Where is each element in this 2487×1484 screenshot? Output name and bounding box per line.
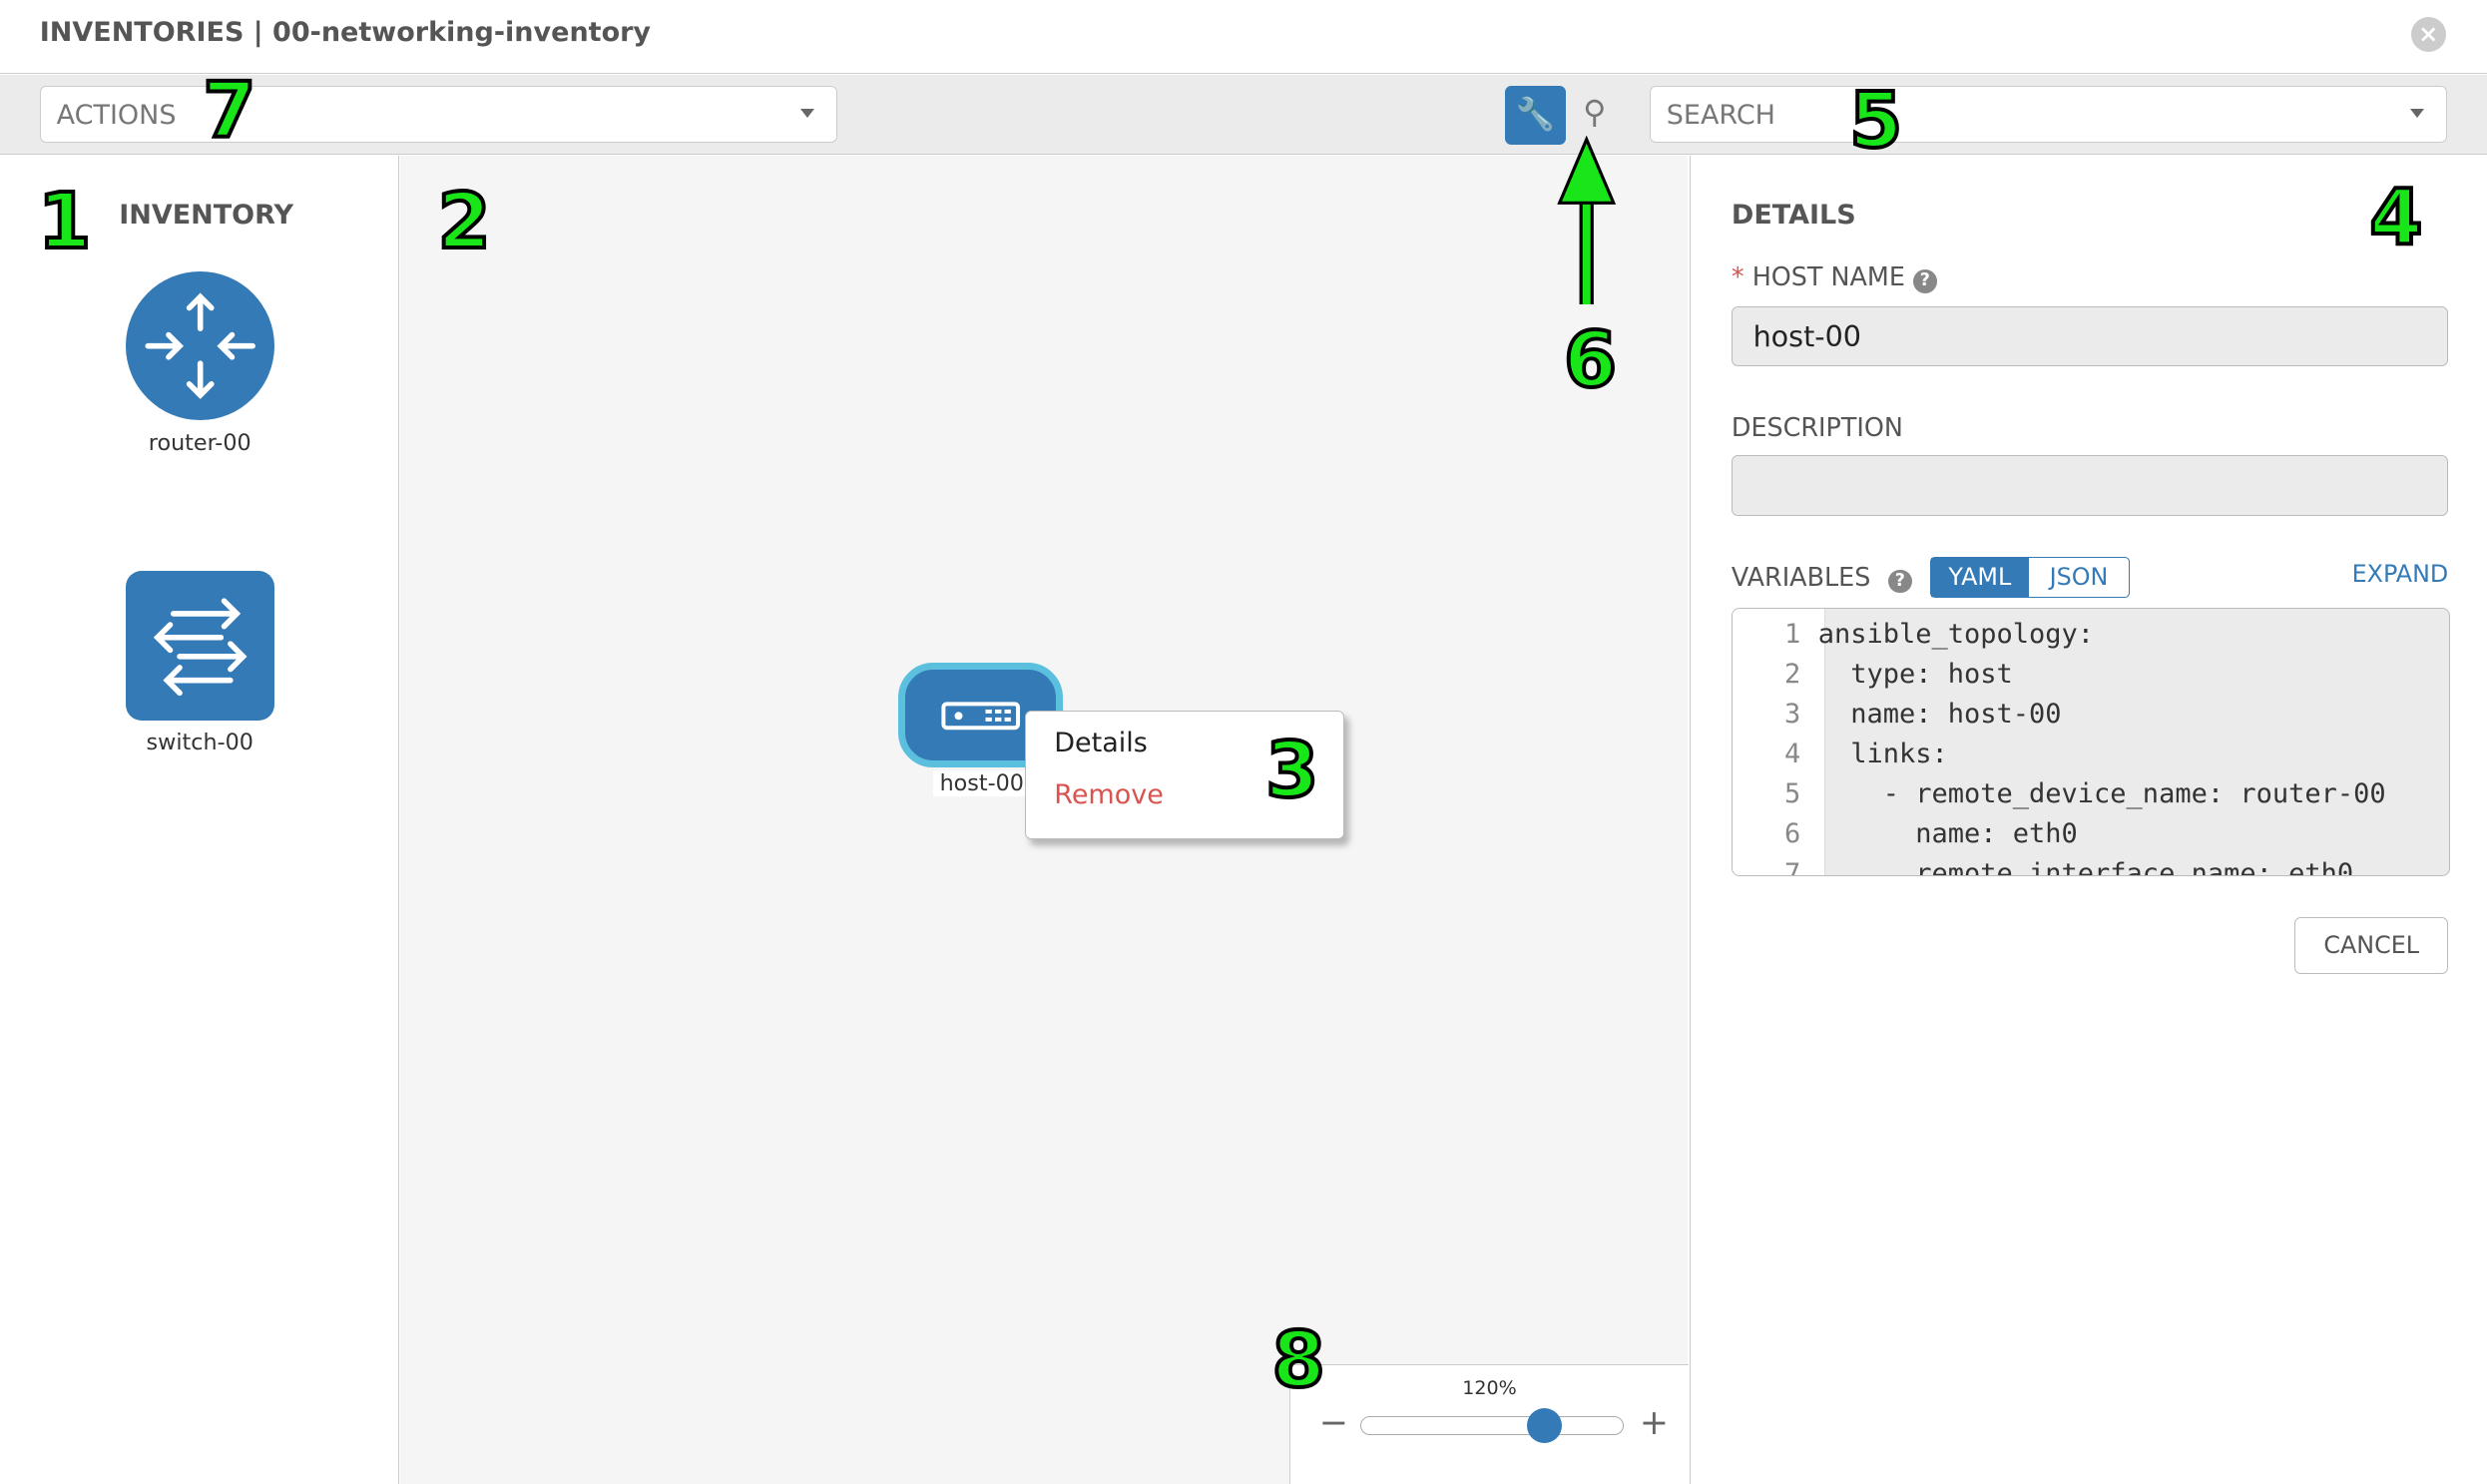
chevron-down-icon [2410, 109, 2425, 118]
switch-label: switch-00 [146, 730, 253, 756]
details-panel: DETAILS * HOST NAME ? host-00 DESCRIPTIO… [1689, 155, 2487, 1484]
annotation-2: 2 [436, 177, 493, 266]
zoom-slider-handle[interactable] [1527, 1407, 1563, 1443]
switch-icon[interactable] [125, 571, 274, 721]
search-label: SEARCH [1666, 99, 1775, 131]
line-text: - remote_device_name: router-00 [1817, 778, 2386, 810]
search-dropdown[interactable]: SEARCH [1649, 85, 2448, 144]
code-line: 5 - remote_device_name: router-00 [1733, 774, 2386, 814]
inventory-title: INVENTORY [119, 200, 294, 232]
required-mark: * [1731, 261, 1744, 292]
zoom-level: 120% [1462, 1377, 1517, 1400]
code-line: 2 type: host [1733, 655, 2386, 695]
json-toggle[interactable]: JSON [2049, 562, 2109, 591]
line-number: 1 [1783, 619, 1801, 651]
page-title: INVENTORIES | 00-networking-inventory [39, 17, 652, 49]
menu-item-details[interactable]: Details [1054, 727, 1148, 758]
code-line: 7 remote_interface_name: eth0 [1733, 854, 2386, 876]
code-line: 6 name: eth0 [1733, 814, 2386, 854]
line-text: ansible_topology: [1817, 619, 2095, 651]
host-name-text: HOST NAME [1751, 261, 1905, 292]
zoom-slider[interactable] [1360, 1415, 1624, 1435]
menu-item-remove[interactable]: Remove [1054, 779, 1164, 811]
code-line: 3 name: host-00 [1733, 695, 2386, 735]
zoom-control: 120% − + [1289, 1363, 1689, 1484]
format-toggle: YAML JSON [1929, 556, 2130, 599]
line-number: 5 [1783, 778, 1801, 810]
zoom-in-button[interactable]: + [1639, 1402, 1670, 1443]
host-label: host-00 [932, 770, 1032, 797]
line-number: 4 [1783, 739, 1801, 770]
description-input[interactable] [1731, 455, 2449, 516]
actions-dropdown[interactable]: ACTIONS [39, 85, 838, 144]
help-icon[interactable]: ? [1912, 269, 1937, 294]
line-number: 2 [1783, 659, 1801, 691]
code-line: 1 ansible_topology: [1733, 615, 2386, 655]
line-number: 7 [1783, 858, 1801, 876]
router-label: router-00 [148, 429, 251, 456]
annotation-6: 6 [1562, 314, 1619, 404]
chevron-down-icon [799, 109, 814, 118]
code-line: 4 links: [1733, 735, 2386, 774]
title-bar: INVENTORIES | 00-networking-inventory × [0, 0, 2487, 75]
annotation-4: 4 [2367, 172, 2424, 261]
annotation-1: 1 [36, 177, 93, 266]
line-gutter [1732, 608, 1826, 875]
router-icon[interactable] [125, 270, 274, 421]
annotation-arrow-icon [1556, 135, 1616, 305]
actions-label: ACTIONS [56, 99, 177, 131]
variables-label: VARIABLES ? [1732, 562, 1912, 594]
details-title: DETAILS [1731, 200, 1856, 232]
zoom-out-button[interactable]: − [1318, 1402, 1348, 1443]
line-text: name: eth0 [1817, 818, 2078, 850]
line-text: remote_interface_name: eth0 [1817, 858, 2354, 876]
yaml-toggle[interactable]: YAML [1930, 557, 2030, 598]
annotation-7: 7 [201, 66, 257, 156]
context-menu: Details Remove [1024, 711, 1344, 840]
key-icon[interactable]: ⚲ [1583, 95, 1607, 132]
line-number: 3 [1783, 699, 1801, 731]
expand-link[interactable]: EXPAND [2351, 560, 2449, 589]
variables-text: VARIABLES [1731, 561, 1871, 592]
line-number: 6 [1783, 818, 1801, 850]
line-text: links: [1817, 739, 1948, 770]
cancel-button[interactable]: CANCEL [2294, 916, 2449, 974]
line-text: name: host-00 [1817, 699, 2062, 731]
code-lines: 1 ansible_topology: 2 type: host 3 name: ho… [1733, 615, 2386, 876]
line-text: type: host [1817, 659, 2013, 691]
host-name-label: * HOST NAME ? [1731, 261, 1937, 294]
description-label: DESCRIPTION [1731, 412, 1903, 443]
help-icon[interactable]: ? [1887, 569, 1912, 594]
annotation-3: 3 [1263, 726, 1320, 815]
inventory-panel: INVENTORY router-00 switch-00 [0, 155, 399, 1484]
annotation-8: 8 [1270, 1315, 1327, 1405]
close-icon[interactable]: × [2410, 17, 2446, 53]
host-name-input[interactable]: host-00 [1731, 305, 2449, 367]
annotation-5: 5 [1847, 75, 1904, 165]
topology-canvas[interactable]: host-00 Details Remove 120% − + [399, 155, 1689, 1484]
wrench-icon[interactable]: 🔧 [1505, 85, 1566, 145]
variables-editor[interactable]: 1 ansible_topology: 2 type: host 3 name: ho… [1731, 607, 2451, 876]
